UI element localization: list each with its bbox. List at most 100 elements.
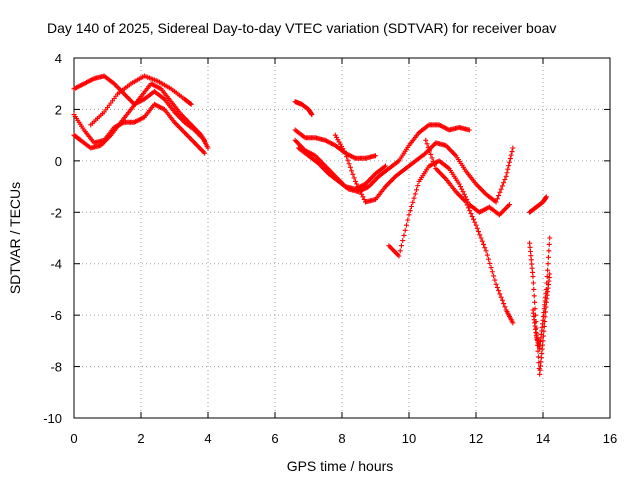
series-arc-l — [527, 194, 549, 215]
data-point — [459, 186, 465, 192]
data-point — [484, 252, 490, 258]
data-point — [528, 257, 534, 263]
data-point — [411, 195, 417, 201]
data-point — [497, 291, 503, 297]
data-point — [501, 180, 507, 186]
data-point — [531, 293, 537, 299]
data-point — [410, 199, 416, 205]
axis-ticks: 0 2 4 6 8 10 12 14 16 -10 -8 -6 -4 -2 0 2 4 — [43, 51, 617, 446]
data-point — [202, 150, 208, 156]
series-arc-i — [332, 132, 516, 205]
data-point — [496, 193, 502, 199]
data-point — [429, 155, 435, 161]
data-point — [463, 194, 469, 200]
data-point — [346, 161, 352, 167]
series-arc-k — [423, 137, 516, 326]
data-point — [414, 187, 420, 193]
data-point — [401, 232, 407, 238]
data-point — [487, 260, 493, 266]
x-tick-label: 4 — [204, 431, 211, 446]
data-point — [466, 127, 472, 133]
y-tick-label: -2 — [50, 205, 62, 220]
data-point — [489, 269, 495, 275]
data-point — [545, 267, 551, 273]
data-point — [482, 245, 488, 251]
data-point — [527, 249, 533, 254]
data-point — [402, 227, 408, 233]
data-point — [354, 181, 360, 187]
data-point — [506, 163, 512, 169]
data-point — [530, 274, 536, 280]
data-point — [463, 199, 469, 205]
data-point — [205, 145, 211, 151]
y-tick-label: -10 — [43, 411, 62, 426]
series-arc-d — [88, 73, 194, 128]
data-point — [481, 241, 487, 247]
data-point — [472, 219, 478, 225]
data-point — [467, 208, 473, 214]
data-point — [397, 248, 403, 254]
data-point — [469, 213, 475, 219]
data-point — [430, 159, 436, 164]
data-point — [501, 301, 507, 307]
x-tick-label: 14 — [536, 431, 550, 446]
y-tick-label: -6 — [50, 308, 62, 323]
data-point — [510, 320, 516, 326]
data-point — [412, 191, 418, 197]
data-point — [352, 178, 358, 184]
data-point — [344, 154, 350, 160]
data-point — [464, 202, 470, 208]
data-point — [188, 101, 194, 107]
data-point — [361, 196, 367, 202]
data-point — [406, 212, 412, 218]
data-point — [432, 162, 438, 168]
series-arc-h — [295, 122, 472, 195]
data-point — [539, 350, 545, 356]
data-point — [527, 240, 533, 246]
x-axis-label: GPS time / hours — [287, 458, 394, 474]
data-point — [492, 277, 498, 283]
data-point — [496, 288, 502, 294]
data-point — [544, 274, 550, 280]
data-point — [383, 163, 389, 169]
data-point — [415, 183, 421, 189]
x-tick-label: 6 — [271, 431, 278, 446]
data-point — [535, 354, 541, 360]
data-point — [499, 297, 505, 303]
data-point — [528, 253, 534, 259]
data-point — [468, 211, 474, 217]
y-tick-label: 0 — [55, 154, 62, 169]
data-point — [458, 184, 464, 190]
data-point — [543, 194, 549, 200]
data-point — [504, 170, 510, 176]
data-point — [493, 281, 499, 287]
data-point — [531, 286, 537, 292]
data-point — [427, 148, 433, 154]
data-point — [187, 101, 193, 107]
y-tick-label: -8 — [50, 360, 62, 375]
data-point — [508, 152, 514, 158]
data-point — [460, 189, 466, 195]
data-point — [424, 141, 430, 147]
data-point — [505, 166, 511, 172]
data-point — [498, 294, 504, 300]
data-point — [349, 168, 355, 174]
data-point — [347, 164, 353, 170]
data-point — [479, 238, 485, 244]
data-point — [547, 235, 553, 241]
series-arc-c — [71, 101, 208, 156]
x-tick-label: 16 — [603, 431, 617, 446]
data-point — [535, 348, 541, 354]
y-tick-label: 4 — [55, 51, 62, 66]
data-point — [544, 280, 550, 286]
data-point — [398, 243, 404, 249]
data-point — [498, 186, 504, 192]
x-tick-label: 0 — [70, 431, 77, 446]
data-point — [342, 150, 348, 156]
data-point — [546, 241, 552, 247]
data-point — [309, 112, 315, 118]
data-point — [396, 253, 402, 259]
data-point — [540, 338, 546, 344]
data-point — [538, 359, 544, 365]
